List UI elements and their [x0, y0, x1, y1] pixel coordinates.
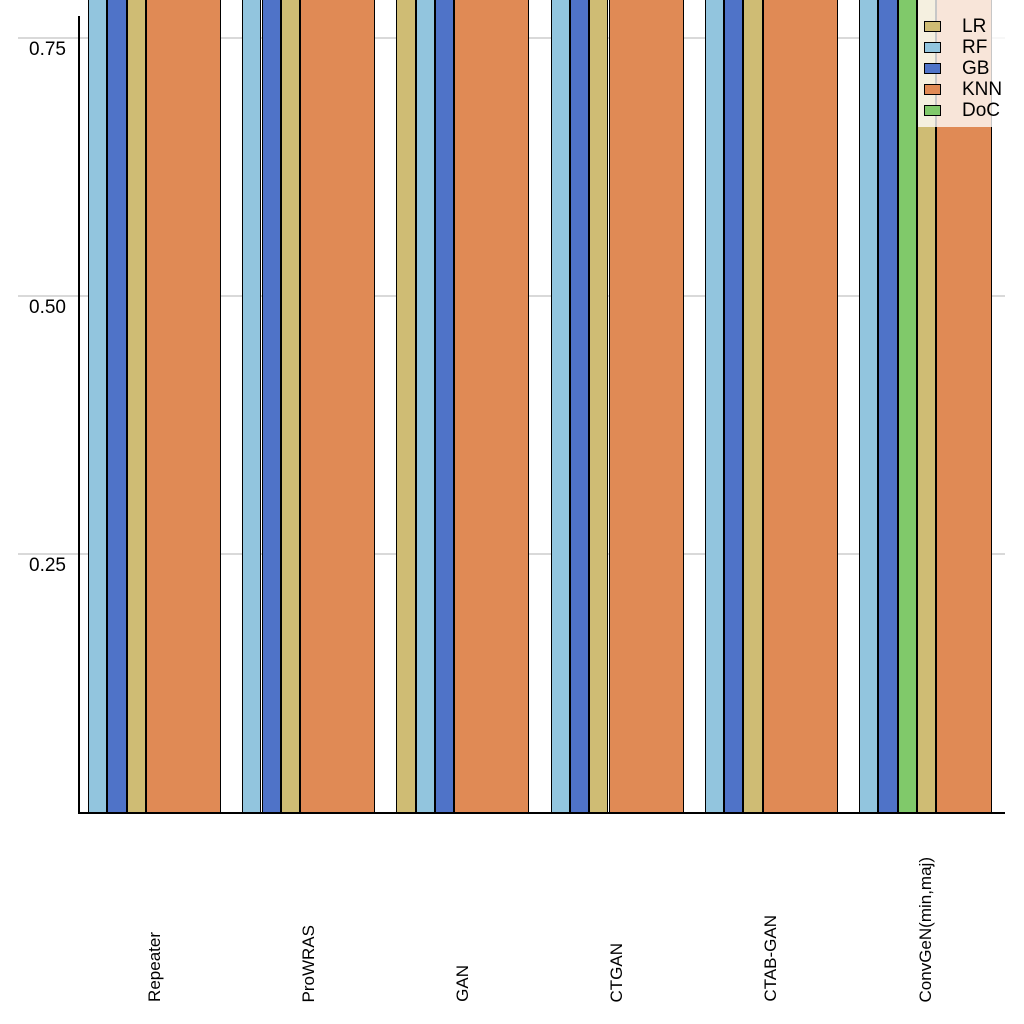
legend-item-rf: RF	[918, 37, 1008, 58]
legend-swatch-doc	[924, 105, 941, 116]
legend-swatch-gb	[924, 63, 941, 74]
bar-ctgan-knn	[608, 0, 684, 813]
x-tick-label-gan: GAN	[452, 965, 472, 1002]
y-tick-label-0.75: 0.75	[29, 39, 66, 60]
legend-label-gb: GB	[962, 58, 990, 79]
y-axis-line	[78, 16, 80, 813]
bar-gan-knn	[454, 0, 530, 813]
legend-label-rf: RF	[962, 37, 988, 58]
legend-swatch-rf	[924, 42, 941, 53]
x-tick-label-ctgan: CTGAN	[607, 942, 627, 1003]
legend-label-lr: LR	[962, 16, 987, 37]
legend-label-knn: KNN	[962, 79, 1003, 100]
bar-convgen-min-maj-knn	[936, 0, 992, 813]
legend-item-knn: KNN	[918, 79, 1008, 100]
legend-label-doc: DoC	[962, 100, 1001, 121]
legend-swatch-lr	[924, 21, 941, 32]
x-tick-label-prowras: ProWRAS	[298, 924, 318, 1002]
legend-item-lr: LR	[918, 16, 1008, 37]
y-tick-label-0.25: 0.25	[29, 555, 66, 576]
x-axis-line	[78, 812, 1005, 814]
legend-swatch-knn	[924, 84, 941, 95]
x-tick-label-ctab-gan: CTAB-GAN	[761, 915, 781, 1002]
legend-item-gb: GB	[918, 58, 1008, 79]
x-tick-label-repeater: Repeater	[144, 932, 164, 1002]
x-tick-label-convgen-min-maj: ConvGeN(min,maj)	[915, 856, 935, 1002]
legend-item-doc: DoC	[918, 100, 1008, 121]
bar-ctab-gan-knn	[762, 0, 838, 813]
y-tick-label-0.5: 0.50	[29, 297, 66, 318]
legend: LR RF GB KNN DoC	[918, 0, 1008, 127]
